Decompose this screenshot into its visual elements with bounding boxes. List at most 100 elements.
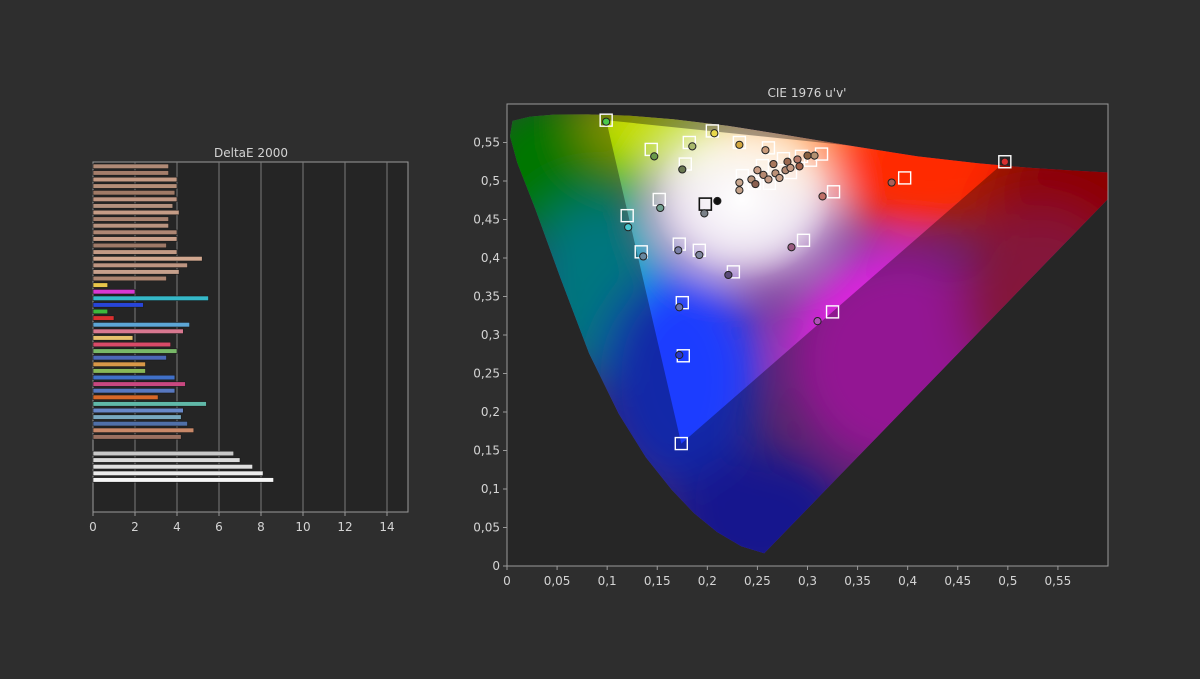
deltae-bar — [92, 176, 178, 183]
measured-point — [735, 140, 744, 149]
deltae-bar — [92, 414, 182, 420]
measured-point — [724, 270, 733, 280]
deltae-bar — [92, 249, 178, 255]
deltae-bar — [92, 341, 171, 348]
measured-point — [695, 250, 704, 260]
measured-point — [675, 303, 684, 312]
deltae-bar — [92, 236, 178, 242]
target-square — [826, 185, 841, 199]
cie-x-tick-label: 0,4 — [898, 574, 917, 588]
measured-point — [795, 162, 804, 171]
cie-x-ticks: 0 0,05 0,1 0,15 0,2 0,25 0,3 0,35 0,4 0,45 0,5 0,55 — [503, 566, 1071, 588]
deltae-bar — [92, 282, 108, 288]
target-square — [599, 113, 613, 127]
deltae-bar — [92, 269, 180, 275]
deltae-bar — [92, 163, 169, 169]
deltae-bar — [92, 328, 184, 334]
target-square — [796, 233, 811, 247]
cie-x-tick-label: 0,3 — [798, 574, 817, 588]
deltae-tick-label: 0 — [89, 520, 97, 534]
deltae-2000-chart: DeltaE 2000 0 2 4 6 8 10 12 14 — [89, 146, 409, 534]
cie-x-tick-label: 0,25 — [744, 574, 771, 588]
measured-point — [688, 142, 697, 151]
measured-point — [656, 203, 665, 213]
measured-point — [769, 159, 778, 169]
cie-y-tick-label: 0,55 — [473, 136, 500, 150]
deltae-tick-label: 6 — [215, 520, 223, 534]
deltae-bar — [92, 381, 186, 387]
deltae-bar — [92, 275, 167, 282]
cie-x-tick-label: 0,2 — [698, 574, 717, 588]
cie-y-tick-label: 0,05 — [473, 521, 500, 535]
measured-point — [803, 151, 812, 160]
deltae-bar — [92, 434, 182, 440]
measured-point — [678, 165, 687, 174]
cie-y-tick-label: 0,1 — [481, 482, 500, 496]
measured-point — [713, 196, 722, 206]
deltae-chart-title: DeltaE 2000 — [214, 146, 288, 160]
deltae-tick-label: 10 — [295, 520, 310, 534]
measured-point — [753, 166, 762, 175]
cie-y-ticks: 0 0,05 0,1 0,15 0,2 0,25 0,3 0,35 0,4 0,45 0,5 0,55 — [473, 136, 507, 573]
deltae-bar — [92, 361, 146, 367]
deltae-bar — [92, 196, 178, 202]
cie-x-tick-label: 0,5 — [998, 574, 1017, 588]
cie-1976-chart: CIE 1976 u'v' — [473, 86, 1109, 588]
deltae-bar — [92, 401, 207, 407]
deltae-x-ticks: 0 2 4 6 8 10 12 14 — [89, 512, 395, 534]
cie-y-tick-label: 0,45 — [473, 213, 500, 227]
cie-x-tick-label: 0,15 — [644, 574, 671, 588]
deltae-bar — [92, 322, 190, 328]
measured-point — [818, 192, 827, 201]
deltae-tick-label: 14 — [379, 520, 394, 534]
target-square — [705, 124, 720, 138]
deltae-bar — [92, 229, 178, 235]
cie-y-tick-label: 0,25 — [473, 367, 500, 381]
measured-point — [1000, 157, 1009, 166]
target-square — [897, 171, 912, 185]
measured-point — [602, 117, 611, 126]
deltae-tick-label: 12 — [337, 520, 352, 534]
measured-point — [735, 186, 744, 195]
deltae-bar — [92, 302, 144, 308]
measured-point — [786, 163, 795, 173]
deltae-bar — [92, 450, 234, 457]
deltae-bar — [92, 368, 146, 374]
deltae-bar — [92, 223, 169, 229]
deltae-bar — [92, 242, 167, 249]
deltae-bar — [92, 335, 134, 341]
deltae-bars — [92, 163, 274, 483]
measured-point — [624, 223, 633, 232]
deltae-bar — [92, 209, 180, 216]
deltae-bar — [92, 470, 264, 476]
deltae-bar — [92, 421, 188, 427]
cie-y-tick-label: 0 — [492, 559, 500, 573]
deltae-bar — [92, 388, 176, 394]
deltae-bar — [92, 183, 178, 189]
measured-point — [775, 173, 784, 183]
cie-y-tick-label: 0,5 — [481, 174, 500, 188]
cie-y-tick-label: 0,3 — [481, 328, 500, 342]
deltae-bar — [92, 315, 115, 321]
target-square — [998, 155, 1012, 169]
cie-x-tick-label: 0,35 — [844, 574, 871, 588]
measured-point — [674, 246, 683, 255]
cie-measured-points — [602, 117, 1009, 360]
cie-x-tick-label: 0,45 — [944, 574, 971, 588]
measured-point — [793, 155, 802, 164]
deltae-bar — [92, 190, 176, 196]
deltae-tick-label: 8 — [257, 520, 265, 534]
measured-point — [810, 151, 819, 160]
target-square — [825, 305, 840, 319]
deltae-bar — [92, 295, 209, 301]
deltae-bar — [92, 170, 169, 176]
deltae-bar — [92, 203, 174, 209]
deltae-tick-label: 4 — [173, 520, 181, 534]
deltae-bar — [92, 256, 203, 262]
measured-point — [813, 317, 822, 326]
deltae-bar — [92, 262, 188, 268]
deltae-bar — [92, 348, 178, 354]
deltae-bar — [92, 216, 169, 222]
measured-point — [735, 178, 744, 187]
